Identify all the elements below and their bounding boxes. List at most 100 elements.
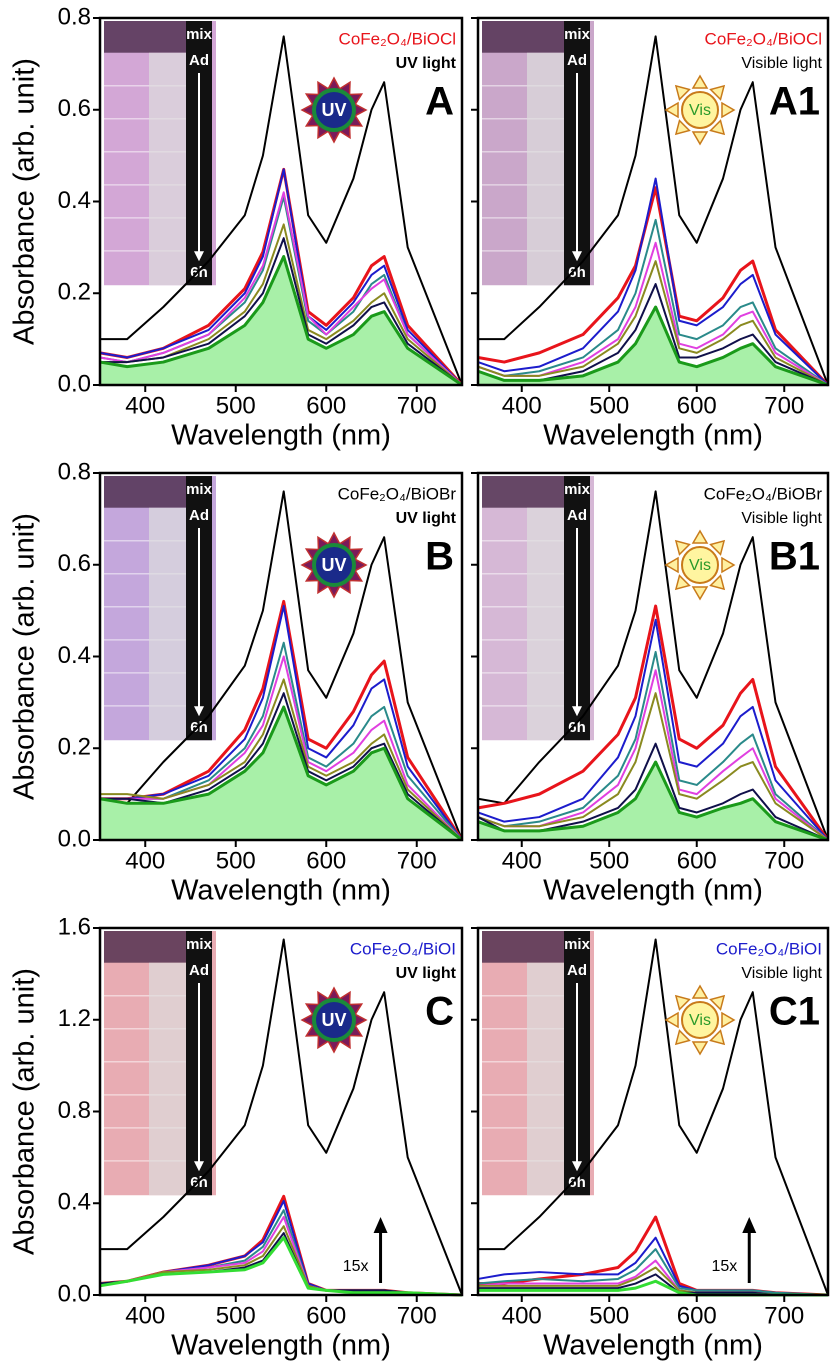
spectrum-line [477, 760, 829, 842]
badge-text: UV [321, 100, 346, 120]
y-tick-label: 0.2 [58, 734, 91, 761]
inset-label: Ad [189, 507, 209, 524]
spectrum-line [100, 678, 463, 841]
y-tick-label: 0.8 [58, 1097, 91, 1124]
inset-arrowhead [572, 1161, 582, 1172]
spectrum-line [100, 237, 463, 386]
spectrum-line [478, 1273, 828, 1296]
y-tick-label: 0.0 [58, 1280, 91, 1307]
x-tick-label: 600 [677, 392, 717, 419]
spectrum-line [99, 255, 463, 387]
badge-text: Vis [689, 1012, 711, 1029]
spectrum-line [477, 218, 829, 386]
photo-cap [104, 21, 186, 53]
x-tick-label: 500 [216, 1302, 256, 1329]
area-fill [478, 307, 828, 385]
badge-ray [691, 1041, 709, 1056]
x-tick-label: 600 [306, 847, 346, 874]
x-tick-label: 700 [764, 392, 804, 419]
spectrum-line [477, 490, 829, 841]
area-fill [100, 706, 462, 840]
x-tick-label: 500 [216, 847, 256, 874]
inset-label: mix [564, 936, 591, 953]
inset-label: 6h [190, 264, 208, 281]
inset-label: Ad [567, 52, 587, 69]
inset-label: 6h [568, 264, 586, 281]
badge-ray [674, 84, 691, 101]
panel-title: CoFe₂O₄/BiOI [716, 939, 822, 958]
badge-core [312, 543, 356, 587]
spectrum-line [99, 1236, 463, 1297]
inset-label: Ad [567, 962, 587, 979]
x-tick-label: 500 [589, 392, 629, 419]
badge-core [681, 1001, 719, 1039]
inset-label: 6h [568, 1174, 586, 1191]
badge-ray [664, 101, 679, 119]
spectrum-line [99, 168, 463, 386]
badge-ray [691, 586, 709, 601]
inset-label: Ad [189, 962, 209, 979]
y-axis-title: Absorbance (arb. unit) [9, 513, 41, 800]
photo-gray [149, 962, 189, 1196]
inset-label: mix [186, 26, 213, 43]
photo-cap [482, 476, 564, 508]
badge-text: UV [321, 1010, 346, 1030]
badge-ray [691, 74, 709, 89]
badge-ray [691, 529, 709, 544]
spectrum-line [478, 938, 829, 1296]
badge-ray [691, 131, 709, 146]
badge-ray [721, 556, 736, 574]
y-tick-label: 0.4 [58, 642, 91, 669]
x-tick-label: 400 [502, 1302, 542, 1329]
badge-ray [674, 1029, 691, 1046]
badge-ray [709, 994, 726, 1011]
y-tick-label: 0.4 [58, 1189, 91, 1216]
photo-gray [527, 52, 567, 286]
area-fill [478, 762, 828, 840]
spectrum-line [99, 705, 463, 842]
x-axis-title: Wavelength (nm) [543, 1330, 763, 1362]
badge-core [681, 546, 719, 584]
panel-label: C [425, 990, 454, 1034]
badge-core [312, 998, 356, 1042]
panel-title: CoFe₂O₄/BiOBr [338, 484, 457, 503]
y-axis-title: Absorbance (arb. unit) [9, 58, 41, 345]
x-tick-label: 500 [589, 1302, 629, 1329]
x-tick-label: 600 [306, 392, 346, 419]
condition: Visible light [741, 55, 822, 72]
annotation: 15x [343, 1258, 369, 1275]
panel-label: A [425, 80, 454, 124]
y-tick-label: 1.2 [58, 1005, 91, 1032]
inset-arrowhead [194, 251, 204, 262]
badge-ray [721, 101, 736, 119]
x-axis-title: Wavelength (nm) [543, 420, 763, 452]
y-tick-label: 0.8 [58, 458, 91, 485]
inset-arrowhead [572, 706, 582, 717]
x-tick-label: 700 [397, 1302, 437, 1329]
spectrum-line [477, 692, 829, 841]
badge-ray [709, 539, 726, 556]
spectrum-line [477, 618, 829, 841]
badge-ray [709, 574, 726, 591]
photo-gray [149, 507, 189, 741]
inset-label: 6h [190, 1174, 208, 1191]
x-tick-label: 400 [502, 847, 542, 874]
y-tick-label: 0.4 [58, 187, 91, 214]
condition: Visible light [741, 510, 822, 527]
badge-text: UV [321, 555, 346, 575]
y-tick-label: 0.2 [58, 279, 91, 306]
inset-arrowhead [572, 251, 582, 262]
annotation-arrowhead [373, 1217, 388, 1233]
inset-arrowhead [194, 706, 204, 717]
photo-gray [527, 507, 567, 741]
annotation: 15x [711, 1258, 737, 1275]
inset-label: mix [564, 26, 591, 43]
condition: UV light [396, 55, 457, 72]
spectrum-line [477, 650, 829, 841]
x-tick-label: 500 [216, 392, 256, 419]
x-tick-label: 700 [397, 392, 437, 419]
panel-title: CoFe₂O₄/BiOCl [339, 29, 456, 48]
x-tick-label: 700 [764, 1302, 804, 1329]
badge-ray [721, 1011, 736, 1029]
spectrum-line [478, 35, 829, 386]
